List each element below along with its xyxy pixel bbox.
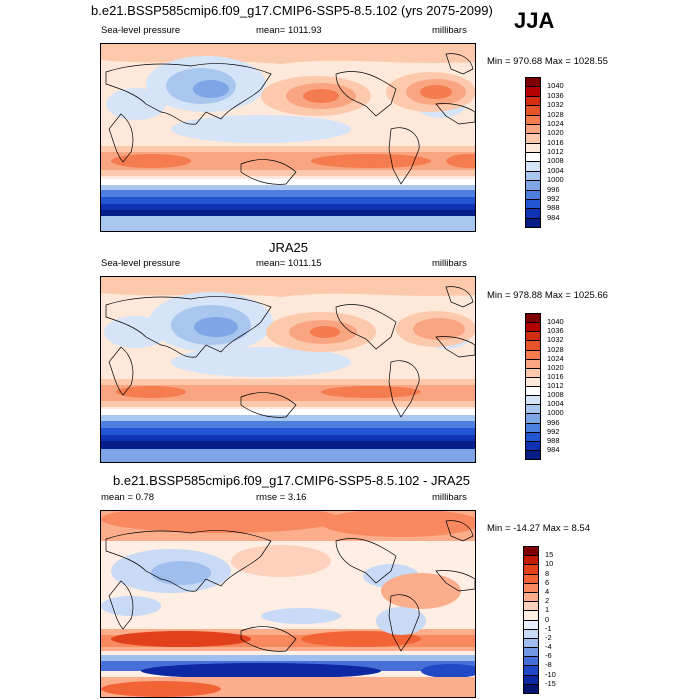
panel-3-title: b.e21.BSSP585cmip6.f09_g17.CMIP6-SSP5-8.… [113,473,470,488]
slp-jra25-field [101,277,475,462]
colorbar-tick-label: 984 [547,212,560,222]
colorbar-tick-label: 1008 [547,390,564,400]
panel-2-mean: mean= 1011.15 [256,258,322,269]
panel-3-units: millibars [432,492,467,503]
colorbar-tick-label: 0 [545,614,550,624]
panel-3-map [100,510,476,698]
slp-difference-field [101,511,475,697]
panel-1-units: millibars [432,25,467,36]
panel-2-map [100,276,476,463]
colorbar-tick-label: 996 [547,184,560,194]
colorbar-tick-label: -6 [545,651,552,661]
colorbar-tick-label: 1040 [547,317,564,327]
colorbar-tick-label: 1008 [547,156,564,166]
colorbar-tick-label: 988 [547,435,560,445]
colorbar-tick-label: 1028 [547,109,564,119]
panel-2-minmax: Min = 978.88 Max = 1025.66 [487,290,608,301]
colorbar-tick-label: 1024 [547,118,564,128]
colorbar-tick-label: 1 [545,605,550,615]
colorbar-tick-label: 1000 [547,175,564,185]
colorbar-tick-label: 1020 [547,128,564,138]
colorbar-tick-label: 1004 [547,399,564,409]
colorbar-tick-label: 992 [547,193,560,203]
colorbar-tick-label: 1016 [547,371,564,381]
colorbar-tick-label: 1020 [547,362,564,372]
colorbar-tick-label: 1040 [547,81,564,91]
colorbar-swatch [523,683,539,694]
colorbar-tick-label: 1028 [547,344,564,354]
colorbar-tick-label: 1016 [547,137,564,147]
panel-2-title: JRA25 [269,240,309,255]
colorbar-tick-label: -8 [545,660,552,670]
panel-3-rmse: rmse = 3.16 [256,492,307,503]
colorbar-tick-label: 6 [545,577,550,587]
colorbar-tick-label: 1004 [547,165,564,175]
colorbar-tick-label: -1 [545,623,552,633]
panel-3-colorbar: 15 10 8 6 4 2 1 0 -1 -2 -4 -6 -8 -10 -15 [523,546,593,694]
panel-1-colorbar: 1040 1036 1032 1028 1024 1020 1016 1012 1008 1004… [525,77,595,228]
slp-model-field [101,44,475,231]
colorbar-tick-label: 1000 [547,408,564,418]
panel-2-units: millibars [432,258,467,269]
panel-2-variable: Sea-level pressure [101,258,181,269]
colorbar-tick-label: 4 [545,586,550,596]
colorbar-tick-label: -10 [545,669,556,679]
panel-3-mean: mean = 0.78 [101,492,155,503]
season-label: JJA [514,8,555,33]
colorbar-tick-label: 1032 [547,335,564,345]
colorbar-tick-label: 15 [545,550,554,560]
panel-1-minmax: Min = 970.68 Max = 1028.55 [487,56,608,67]
colorbar-tick-label: 1012 [547,381,564,390]
panel-1-variable: Sea-level pressure [101,25,181,36]
colorbar-tick-label: 10 [545,559,554,569]
colorbar-tick-label: -4 [545,642,552,652]
colorbar-tick-label: 984 [547,444,560,454]
colorbar-tick-label: -2 [545,632,552,642]
panel-1-map [100,43,476,232]
colorbar-swatch [525,449,541,460]
panel-3-minmax: Min = -14.27 Max = 8.54 [487,523,590,534]
colorbar-swatch [525,217,541,228]
colorbar-tick-label: 1032 [547,100,564,110]
panel-1-title: b.e21.BSSP585cmip6.f09_g17.CMIP6-SSP5-8.… [91,3,493,18]
colorbar-tick-label: 1036 [547,326,564,336]
colorbar-tick-label: 1012 [547,147,564,156]
colorbar-tick-label: 996 [547,417,560,427]
colorbar-tick-label: 988 [547,203,560,213]
panel-2-colorbar: 1040 1036 1032 1028 1024 1020 1016 1012 1008 1004… [525,313,595,460]
colorbar-tick-label: 1024 [547,353,564,363]
colorbar-tick-label: 8 [545,568,550,578]
colorbar-tick-label: 1036 [547,90,564,100]
colorbar-tick-label: -15 [545,678,556,688]
panel-1-mean: mean= 1011.93 [256,25,322,36]
colorbar-tick-label: 992 [547,426,560,436]
colorbar-tick-label: 2 [545,596,550,606]
